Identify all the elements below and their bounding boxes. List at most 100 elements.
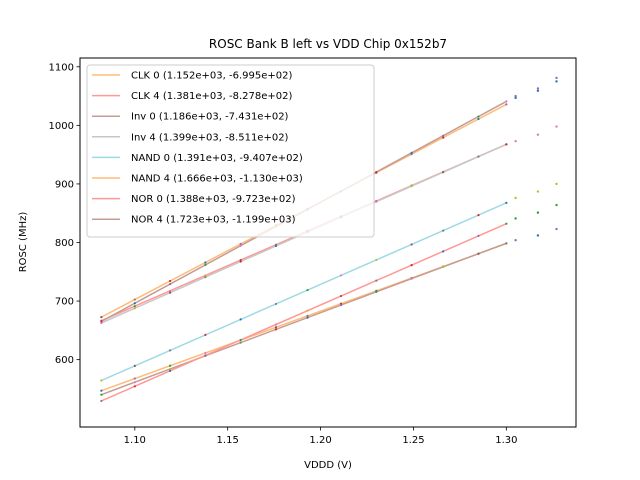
legend-frame — [86, 64, 375, 238]
data-point — [133, 364, 136, 367]
data-point — [100, 393, 103, 396]
data-point — [555, 203, 558, 207]
data-point — [204, 274, 207, 277]
legend-item-nand-4: NAND 4 (1.666e+03, -1.130e+03) — [92, 174, 303, 185]
data-point — [442, 171, 445, 174]
data-point — [100, 321, 103, 325]
legend-item-clk-0: CLK 0 (1.152e+03, -6.995e+02) — [92, 71, 292, 82]
y-axis-ticks: 600 700 800 900 1000 1100 — [49, 62, 80, 366]
data-point — [133, 377, 136, 380]
data-point — [339, 303, 343, 307]
data-point — [133, 307, 136, 310]
legend-item-nand-0: NAND 0 (1.391e+03, -9.407e+02) — [92, 153, 303, 164]
data-point — [168, 349, 172, 352]
data-point — [555, 76, 558, 80]
data-point — [306, 314, 309, 317]
data-point — [239, 244, 242, 247]
data-point — [133, 385, 136, 388]
y-tick-label: 600 — [55, 355, 74, 366]
chart-title: ROSC Bank B left vs VDD Chip 0x152b7 — [209, 37, 447, 51]
data-point — [514, 139, 517, 143]
data-point — [100, 320, 103, 323]
data-point — [442, 250, 445, 253]
fit-line-inv-0 — [100, 242, 508, 396]
data-point — [168, 291, 172, 294]
data-point — [274, 328, 278, 331]
data-point — [477, 234, 480, 237]
x-tick-label: 1.10 — [124, 435, 146, 446]
legend-label: NAND 4 (1.666e+03, -1.130e+03) — [131, 174, 303, 185]
legend-label: Inv 0 (1.186e+03, -7.431e+02) — [131, 112, 289, 123]
data-point — [477, 252, 480, 255]
legend-item-clk-4: CLK 4 (1.381e+03, -8.278e+02) — [92, 91, 292, 102]
legend-label: NOR 0 (1.388e+03, -9.723e+02) — [131, 194, 296, 205]
legend-label: CLK 0 (1.152e+03, -6.995e+02) — [131, 71, 292, 82]
data-point — [410, 277, 413, 280]
data-point — [100, 399, 103, 403]
fit-line-nor-0 — [100, 222, 508, 402]
data-point — [442, 229, 445, 232]
data-point — [375, 290, 378, 293]
x-axis-label: VDDD (V) — [304, 460, 352, 471]
y-tick-label: 1100 — [49, 62, 74, 73]
x-axis-ticks: 1.10 1.15 1.20 1.25 1.30 — [124, 427, 517, 446]
data-point — [306, 316, 309, 319]
data-point — [555, 125, 558, 128]
y-axis-label: ROSC (MHz) — [18, 212, 29, 273]
legend-item-inv-0: Inv 0 (1.186e+03, -7.431e+02) — [92, 112, 289, 123]
legend: CLK 0 (1.152e+03, -6.995e+02) CLK 4 (1.38… — [86, 64, 375, 238]
data-point — [375, 279, 378, 282]
data-point — [375, 258, 378, 262]
data-point — [239, 341, 242, 344]
data-point — [505, 201, 508, 205]
data-point — [133, 305, 136, 308]
data-point — [410, 185, 413, 188]
data-point — [536, 211, 540, 214]
data-point — [375, 170, 378, 174]
data-point — [274, 326, 278, 329]
data-point — [168, 364, 172, 367]
data-point — [410, 151, 413, 154]
legend-label: CLK 4 (1.381e+03, -8.278e+02) — [131, 91, 292, 102]
data-point — [339, 294, 343, 298]
y-tick-label: 800 — [55, 238, 74, 249]
data-point — [555, 80, 558, 83]
data-point — [536, 133, 540, 136]
data-point — [239, 260, 242, 263]
data-point — [505, 103, 508, 106]
legend-label: NOR 4 (1.723e+03, -1.199e+03) — [131, 215, 296, 226]
legend-item-nor-0: NOR 0 (1.388e+03, -9.723e+02) — [92, 194, 296, 205]
legend-item-inv-4: Inv 4 (1.399e+03, -8.511e+02) — [92, 132, 289, 143]
data-point — [239, 338, 242, 342]
legend-label: Inv 4 (1.399e+03, -8.511e+02) — [131, 132, 289, 143]
y-tick-label: 1000 — [49, 121, 74, 132]
y-tick-label: 900 — [55, 179, 74, 190]
data-point — [306, 309, 309, 312]
data-point — [514, 196, 517, 200]
data-point — [536, 87, 540, 90]
data-point — [274, 323, 278, 326]
data-point — [536, 234, 540, 237]
data-point — [505, 143, 508, 146]
data-point — [133, 302, 136, 305]
data-point — [514, 238, 517, 242]
data-point — [204, 354, 207, 357]
x-tick-label: 1.20 — [309, 435, 331, 446]
data-point — [477, 117, 480, 121]
data-point — [442, 134, 445, 137]
data-point — [339, 274, 343, 277]
data-point — [168, 282, 172, 286]
data-point — [505, 242, 508, 245]
data-point — [536, 190, 540, 193]
data-point — [477, 155, 480, 158]
data-point — [204, 261, 207, 264]
data-point — [133, 381, 136, 384]
data-point — [514, 94, 517, 98]
data-point — [536, 89, 540, 93]
data-points — [100, 76, 558, 403]
data-point — [204, 275, 207, 279]
data-point — [477, 115, 480, 118]
data-point — [555, 227, 558, 231]
data-point — [514, 96, 517, 100]
